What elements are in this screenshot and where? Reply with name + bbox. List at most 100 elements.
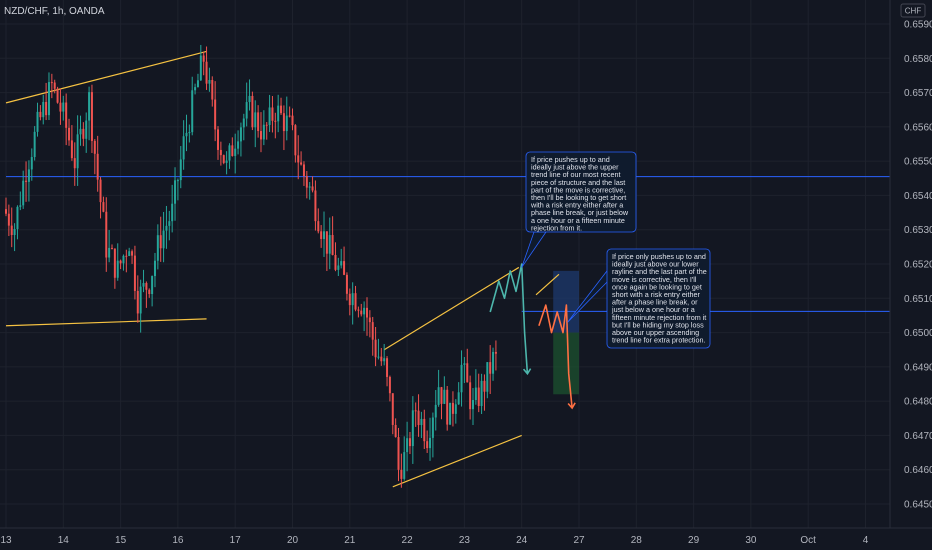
candle-body	[331, 235, 334, 255]
candle-body	[237, 141, 240, 149]
candle-body	[148, 289, 151, 295]
candle-body	[305, 176, 308, 188]
time-tick-label: 30	[745, 535, 757, 546]
candle-body	[426, 441, 429, 449]
projections	[489, 263, 576, 410]
candles	[5, 44, 497, 488]
candle-body	[217, 129, 220, 150]
candle-body	[251, 95, 254, 128]
time-tick-label: 14	[58, 535, 70, 546]
candle-body	[102, 202, 105, 212]
candle-body	[311, 186, 314, 191]
candle-body	[122, 255, 125, 264]
candle-body	[437, 387, 440, 405]
trendline	[392, 434, 522, 488]
candle-body	[391, 393, 394, 425]
candle-body	[257, 112, 260, 132]
callout-box	[606, 248, 711, 349]
candle-body	[82, 128, 85, 139]
time-tick-label: 23	[459, 535, 471, 546]
candle-body	[225, 160, 228, 163]
candle-body	[85, 120, 88, 139]
candle-body	[182, 136, 185, 160]
candle-body	[268, 107, 271, 126]
annotation-text-line: If price only pushes up to and	[612, 252, 706, 261]
candle-body	[50, 82, 53, 84]
candle-body	[414, 410, 417, 412]
candle-body	[429, 437, 432, 449]
candle-body	[199, 55, 202, 81]
time-tick-label: 28	[631, 535, 643, 546]
candle-body	[99, 179, 102, 203]
candle-body	[340, 261, 343, 266]
candle-body	[205, 61, 208, 84]
candle-body	[351, 293, 354, 306]
candle-body	[65, 102, 68, 128]
candle-body	[397, 437, 400, 470]
position-zones	[553, 270, 579, 395]
trendline	[5, 50, 207, 104]
candle-body	[466, 363, 469, 383]
time-tick-label: 22	[402, 535, 414, 546]
candle-body	[480, 380, 483, 407]
candle-body	[70, 140, 73, 159]
annotation-text-line: phase line break, or just below	[531, 208, 629, 217]
candle-body	[477, 387, 480, 407]
candle-body	[108, 247, 111, 258]
candle-body	[168, 221, 171, 226]
candle-body	[457, 392, 460, 405]
candle-body	[449, 402, 452, 425]
candle-body	[451, 402, 454, 414]
candle-body	[242, 118, 245, 128]
candle-body	[231, 145, 234, 156]
candle-body	[208, 79, 211, 84]
candle-body	[45, 101, 48, 116]
candle-body	[53, 82, 56, 89]
trendline	[383, 266, 520, 351]
currency-badge[interactable]: CHF	[900, 3, 926, 18]
candle-body	[282, 113, 285, 132]
candle-body	[111, 247, 114, 249]
candle-body	[291, 115, 294, 126]
candle-body	[474, 387, 477, 401]
candle-body	[314, 190, 317, 222]
candle-body	[188, 132, 191, 134]
projection-teal	[489, 263, 529, 374]
trendlines	[5, 50, 560, 488]
candle-body	[131, 251, 134, 256]
annotation-text-line: once again be looking to get	[612, 282, 702, 291]
candle-body	[420, 418, 423, 426]
candle-body	[219, 149, 222, 156]
candle-body	[308, 186, 311, 188]
candle-body	[380, 356, 383, 362]
candle-body	[265, 124, 268, 126]
candle-body	[360, 310, 363, 315]
candle-body	[162, 230, 165, 249]
risk-zone	[553, 270, 579, 333]
candle-body	[156, 235, 159, 261]
time-tick-label: 20	[287, 535, 299, 546]
annotation-text-line: fifteen minute rejection from it	[612, 313, 706, 322]
candle-body	[202, 55, 205, 62]
annotation-text-line: a one hour or a fifteen minute	[531, 216, 625, 225]
candle-body	[145, 283, 148, 290]
candle-body	[377, 356, 380, 358]
currency-label: CHF	[905, 7, 922, 16]
candle-body	[16, 206, 19, 230]
time-tick-label: 15	[115, 535, 127, 546]
annotation-text-line: rayline and the last part of the	[612, 267, 707, 276]
candle-body	[348, 293, 351, 306]
annotation-text-line: ideally just above the upper	[531, 163, 619, 172]
annotation-text-line: If price pushes up to and	[531, 155, 610, 164]
candle-body	[194, 87, 197, 91]
candle-body	[280, 105, 283, 114]
candle-body	[403, 452, 406, 479]
